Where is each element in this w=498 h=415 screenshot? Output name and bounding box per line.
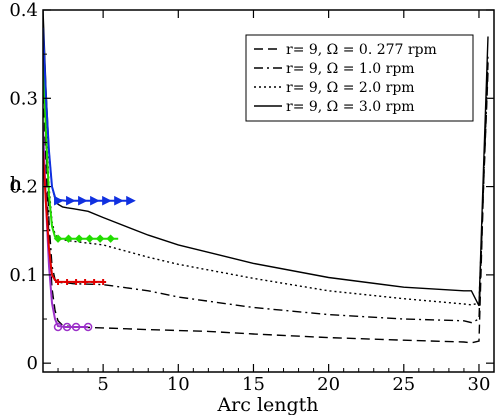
x-tick-label: 25	[392, 374, 415, 395]
marker-point	[82, 278, 89, 285]
legend-box	[245, 34, 474, 122]
marker-point	[100, 278, 107, 285]
legend-label: r= 9, Ω = 2.0 rpm	[286, 80, 415, 96]
x-tick-label: 10	[167, 374, 190, 395]
marker-point	[66, 195, 76, 206]
y-tick-label: 0.4	[9, 0, 38, 21]
x-tick-label: 5	[97, 374, 108, 395]
marker-point	[64, 234, 73, 243]
marker-point	[73, 278, 80, 285]
marker-point	[90, 195, 100, 206]
legend-label: r= 9, Ω = 1.0 rpm	[286, 61, 415, 77]
legend-label: r= 9, Ω = 3.0 rpm	[286, 99, 415, 115]
axes-layer: 5 10 15 20 25 30 0 0.1 0.2 0.3 0.4	[9, 0, 495, 395]
y-tick-label: 0.3	[9, 88, 38, 109]
series-line-0	[43, 71, 489, 344]
marker-point	[83, 322, 93, 332]
x-tick-label: 20	[317, 374, 340, 395]
marker-point	[85, 234, 94, 243]
series-layer	[43, 10, 489, 344]
series-line-2	[43, 36, 489, 306]
series-line-7	[43, 27, 134, 202]
marker-point	[102, 195, 112, 206]
legend: r= 9, Ω = 0. 277 rpm r= 9, Ω = 1.0 rpm r= …	[245, 34, 474, 122]
x-axis-label: Arc length	[216, 394, 318, 415]
marker-point	[53, 234, 63, 243]
marker-point	[114, 195, 124, 206]
y-tick-label: 0.2	[9, 177, 38, 198]
marker-point	[64, 278, 71, 285]
legend-label: r= 9, Ω = 0. 277 rpm	[286, 42, 437, 58]
x-tick-label: 15	[242, 374, 265, 395]
marker-point	[62, 322, 72, 332]
y-axis-label: h	[10, 173, 22, 195]
marker-point	[106, 234, 115, 243]
marker-point	[74, 234, 84, 243]
y-tick-label: 0.1	[9, 265, 38, 286]
marker-point	[78, 195, 88, 206]
series-line-1	[43, 45, 489, 324]
marker-point	[71, 322, 81, 332]
marker-point	[126, 195, 136, 206]
marker-point	[54, 195, 64, 206]
y-tick-label: 0	[27, 353, 38, 374]
series-line-6	[43, 54, 119, 240]
x-tick-label: 30	[468, 374, 491, 395]
marker-point	[55, 278, 62, 285]
marker-point	[95, 234, 105, 243]
marker-point	[53, 322, 63, 332]
marker-point	[91, 278, 98, 285]
